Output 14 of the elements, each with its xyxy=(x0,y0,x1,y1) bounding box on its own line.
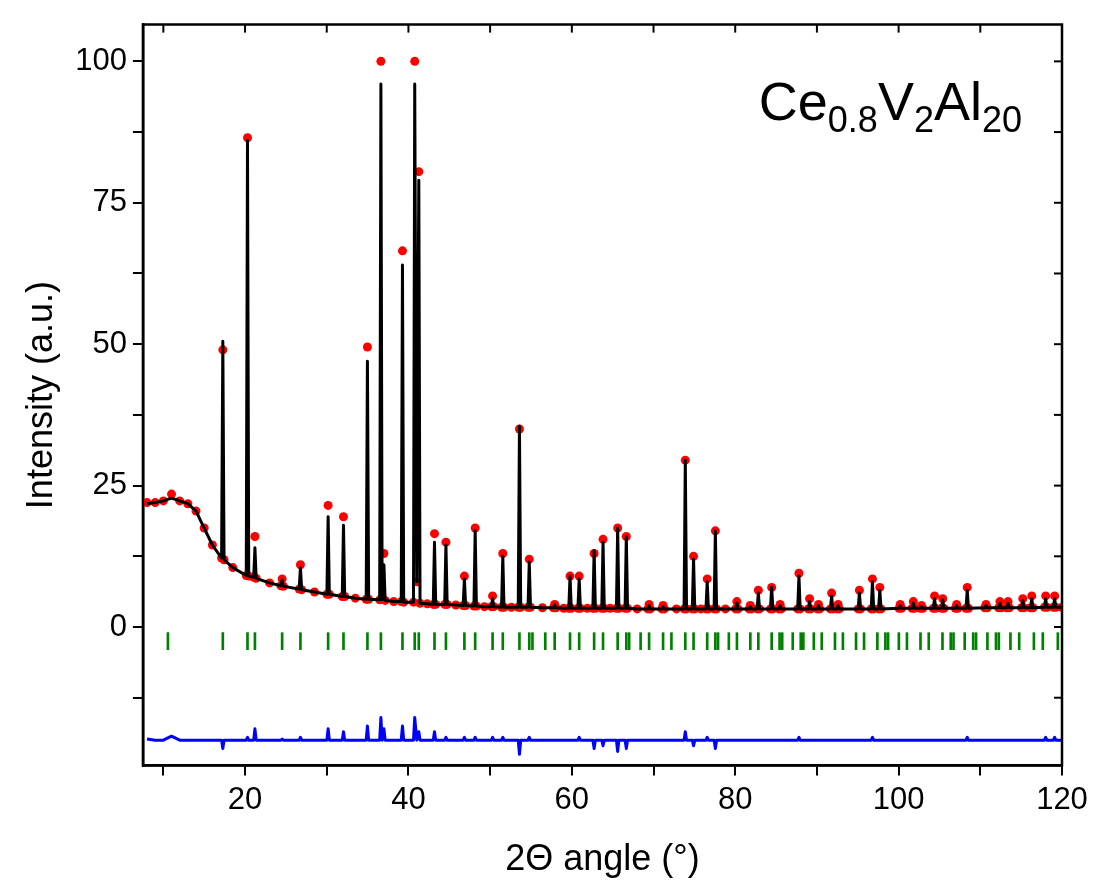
x-tick-label: 120 xyxy=(1036,780,1088,816)
x-tick-label: 20 xyxy=(227,780,263,816)
y-tick-label: 50 xyxy=(92,324,127,360)
y-tick-label: 0 xyxy=(109,607,127,643)
y-axis-title: Intensity (a.u.) xyxy=(18,281,60,510)
x-tick-label: 100 xyxy=(872,780,925,816)
x-tick-label: 80 xyxy=(717,780,753,816)
x-tick-label: 40 xyxy=(391,780,426,816)
annotation: Ce$_{0.8}$V$_{2}$Al$_{20}$ xyxy=(758,69,1022,141)
x-tick-label: 60 xyxy=(554,780,590,816)
y-tick-label: 100 xyxy=(75,41,127,77)
x-axis-title: 2Θ angle (°) xyxy=(505,837,700,879)
y-tick-label: 25 xyxy=(92,466,127,502)
y-tick-label: 75 xyxy=(92,183,127,219)
